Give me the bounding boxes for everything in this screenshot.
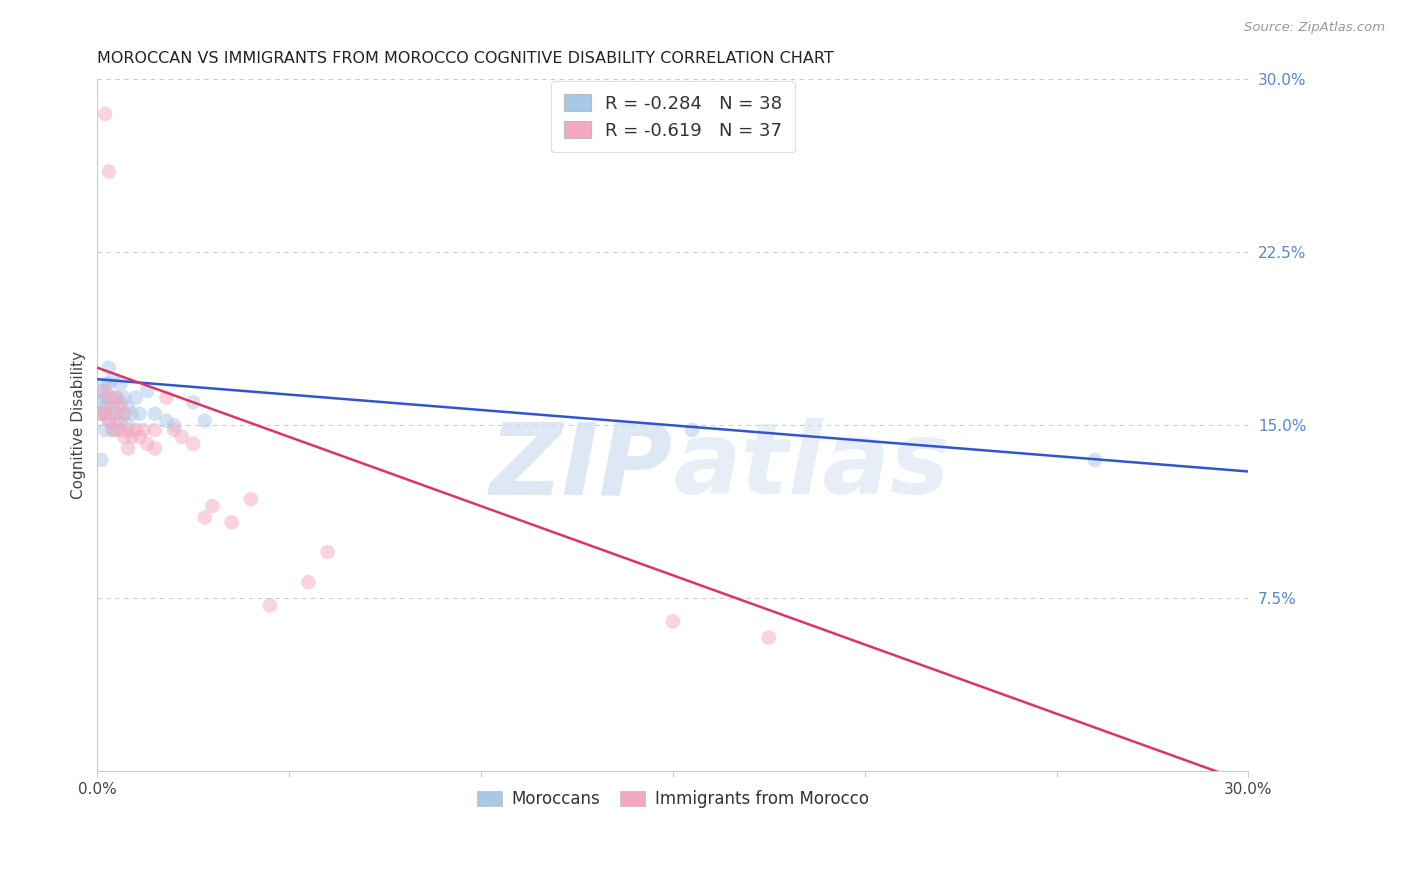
Point (662, 615, 685, 629)
Text: ZIP: ZIP (489, 418, 673, 516)
Point (97, 395, 120, 409)
Point (110, 400, 132, 414)
Point (105, 391, 128, 405)
Point (101, 400, 124, 414)
Point (101, 407, 124, 421)
Point (1084, 453, 1107, 467)
Point (117, 400, 139, 414)
Point (239, 492, 262, 507)
Point (105, 414, 128, 428)
Text: Source: ZipAtlas.com: Source: ZipAtlas.com (1244, 21, 1385, 34)
Point (105, 391, 128, 405)
Text: atlas: atlas (673, 418, 949, 516)
Point (110, 423, 132, 437)
Point (121, 407, 143, 421)
Point (155, 414, 177, 428)
Point (90, 384, 112, 398)
Point (132, 423, 155, 437)
Point (110, 414, 132, 428)
Point (117, 418, 139, 433)
Point (110, 376, 132, 391)
Point (681, 423, 703, 437)
Point (259, 599, 281, 613)
Point (94, 407, 117, 421)
Point (112, 407, 135, 421)
Point (112, 391, 135, 405)
Point (101, 391, 124, 405)
Text: MOROCCAN VS IMMIGRANTS FROM MOROCCO COGNITIVE DISABILITY CORRELATION CHART: MOROCCAN VS IMMIGRANTS FROM MOROCCO COGN… (97, 51, 834, 66)
Point (125, 391, 148, 405)
Point (128, 407, 150, 421)
Point (121, 430, 143, 444)
Point (90, 407, 112, 421)
Point (112, 407, 135, 421)
Point (194, 510, 217, 524)
Point (297, 575, 319, 590)
Point (194, 414, 217, 428)
Point (94, 384, 117, 398)
Point (90, 453, 112, 467)
Point (94, 391, 117, 405)
Point (97, 360, 120, 375)
Point (181, 395, 204, 409)
Point (110, 395, 132, 409)
Point (94, 376, 117, 391)
Point (105, 407, 128, 421)
Point (170, 430, 193, 444)
Point (316, 545, 339, 559)
Point (105, 423, 128, 437)
Point (201, 499, 224, 513)
Point (101, 372, 124, 386)
Point (97, 164, 120, 178)
Point (136, 437, 159, 451)
Point (101, 423, 124, 437)
Point (97, 414, 120, 428)
Y-axis label: Cognitive Disability: Cognitive Disability (72, 351, 86, 500)
Point (143, 442, 166, 456)
Point (101, 423, 124, 437)
Point (97, 414, 120, 428)
Point (136, 384, 159, 398)
Point (128, 430, 150, 444)
Point (125, 423, 148, 437)
Point (221, 515, 243, 529)
Point (94, 107, 117, 121)
Point (163, 418, 186, 433)
Point (94, 407, 117, 421)
Point (94, 400, 117, 414)
Point (90, 407, 112, 421)
Point (112, 430, 135, 444)
Point (155, 391, 177, 405)
Point (94, 423, 117, 437)
Point (97, 376, 120, 391)
Point (163, 423, 186, 437)
Point (758, 631, 780, 645)
Point (143, 423, 166, 437)
Point (97, 391, 120, 405)
Point (181, 437, 204, 451)
Point (143, 407, 166, 421)
Point (117, 442, 139, 456)
Legend: Moroccans, Immigrants from Morocco: Moroccans, Immigrants from Morocco (470, 783, 876, 815)
Point (90, 395, 112, 409)
Point (117, 423, 139, 437)
